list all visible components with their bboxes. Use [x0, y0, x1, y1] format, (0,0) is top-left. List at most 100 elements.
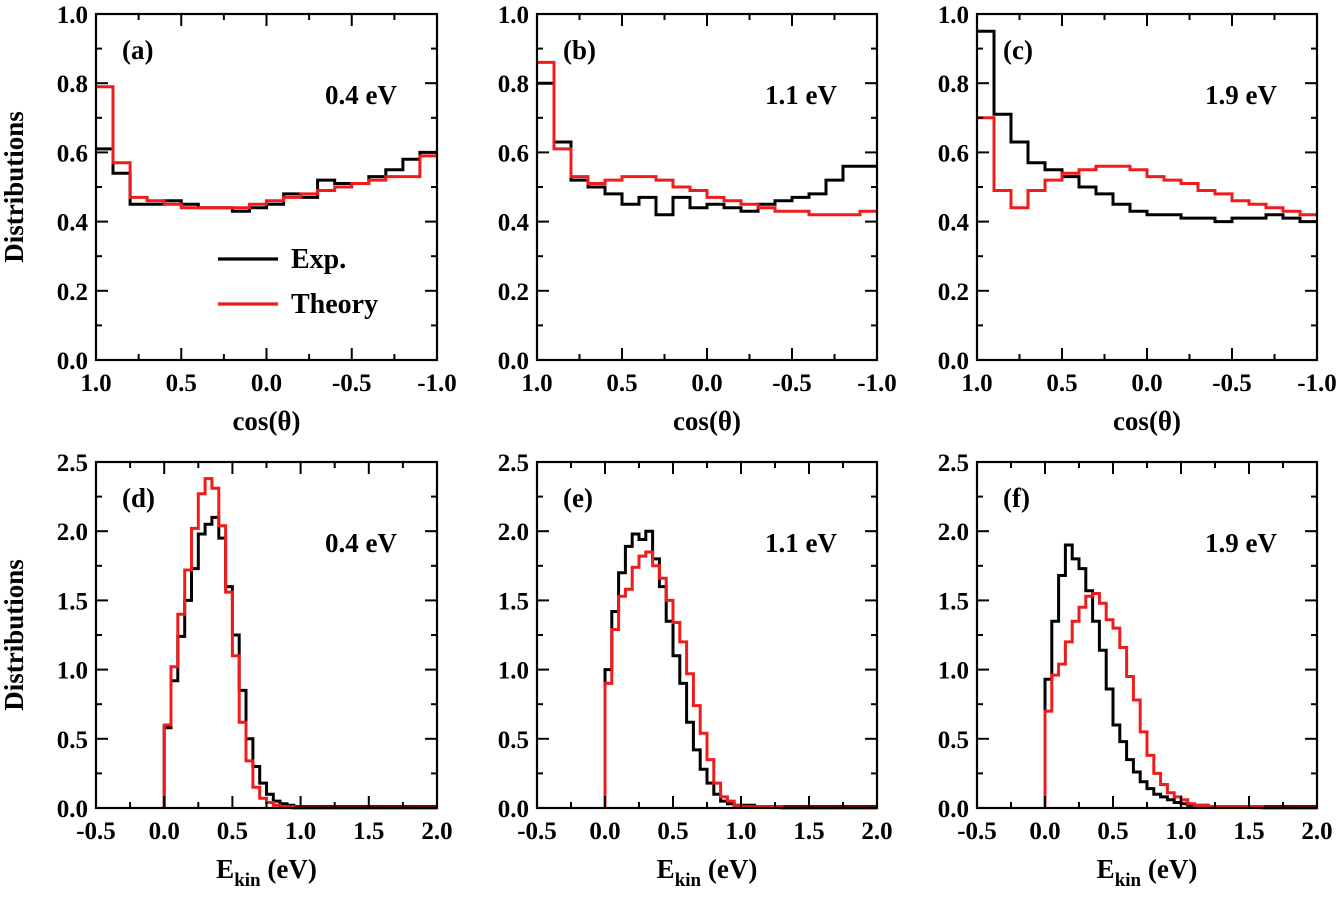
series-exp-line [1043, 543, 1317, 809]
y-tick-label: 1.0 [57, 2, 88, 29]
x-tick-label: -0.5 [1212, 370, 1252, 397]
energy-label: 0.4 eV [325, 528, 397, 558]
energy-label: 1.9 eV [1205, 80, 1277, 110]
y-tick-label: 2.5 [498, 450, 529, 477]
legend: Exp. Theory [218, 244, 378, 320]
x-tick-label: 0.5 [1046, 370, 1077, 397]
x-tick-label: -0.5 [772, 370, 812, 397]
x-tick-label: 0.0 [1131, 370, 1162, 397]
panel-d: 0.00.51.01.52.02.5-0.5 0.0 0.5 1.0 1.5 2.0Eki… [0, 450, 453, 891]
y-tick-label: 0.6 [498, 140, 529, 167]
x-tick-label: 0.5 [217, 818, 248, 845]
plot-frame [975, 12, 1319, 362]
y-tick-label: 0.0 [57, 348, 88, 375]
x-tick-label: 0.0 [691, 370, 722, 397]
y-tick-label: 1.0 [498, 658, 529, 685]
x-tick-label: 1.5 [793, 818, 824, 845]
y-tick-label: 1.5 [498, 588, 529, 615]
x-axis-label: Ekin (eV) [1097, 854, 1198, 891]
y-tick-label: 2.0 [57, 519, 88, 546]
x-tick-label: 1.5 [353, 818, 384, 845]
series-theory-line [977, 116, 1317, 217]
y-tick-label: 2.5 [938, 450, 969, 477]
energy-label: 1.1 eV [765, 528, 837, 558]
x-axis-label: cos(θ) [232, 406, 300, 436]
y-tick-label: 0.8 [498, 71, 529, 98]
y-tick-label: 0.5 [57, 727, 88, 754]
x-tick-label: 2.0 [421, 818, 452, 845]
x-tick-label: 0.0 [149, 818, 180, 845]
x-tick-label: 1.0 [521, 370, 552, 397]
x-tick-label: -0.5 [76, 818, 116, 845]
panel-label: (f) [1003, 483, 1030, 513]
y-tick-label: 0.2 [57, 279, 88, 306]
y-tick-label: 0.5 [498, 727, 529, 754]
x-tick-label: 1.0 [80, 370, 111, 397]
y-tick-label: 0.4 [57, 210, 89, 237]
y-tick-label: 0.6 [938, 140, 969, 167]
x-tick-label: -0.5 [332, 370, 372, 397]
panel-label: (d) [122, 483, 155, 513]
x-tick-label: 1.0 [961, 370, 992, 397]
y-tick-label: 0.8 [938, 71, 969, 98]
x-tick-label: -0.5 [517, 818, 557, 845]
y-tick-label: 0.4 [498, 210, 530, 237]
x-tick-label: 0.5 [166, 370, 197, 397]
x-tick-label: 0.0 [589, 818, 620, 845]
x-tick-label: 2.0 [861, 818, 892, 845]
legend-exp-label: Exp. [291, 244, 346, 275]
series-exp-line [162, 515, 437, 809]
panel-f: 0.00.51.01.52.02.5-0.5 0.0 0.5 1.0 1.5 2.0Eki… [938, 450, 1333, 891]
energy-label: 1.9 eV [1205, 528, 1277, 558]
x-tick-label: -1.0 [417, 370, 457, 397]
x-tick-label: 2.0 [1301, 818, 1332, 845]
y-tick-label: 0.0 [938, 348, 969, 375]
panel-a: 0.0 0.2 0.4 0.6 0.8 1.0 1.0 0.5 0.0 -0.5 -1.0 cos(θ… [0, 2, 457, 436]
x-tick-label: -1.0 [1297, 370, 1337, 397]
y-tick-label: 0.0 [938, 796, 969, 823]
x-axis-label: Ekin (eV) [216, 854, 317, 891]
series-theory-line [96, 85, 437, 210]
x-tick-label: -1.0 [857, 370, 897, 397]
x-tick-label: 0.0 [251, 370, 282, 397]
legend-theory-label: Theory [291, 289, 378, 320]
y-tick-label: 0.5 [938, 727, 969, 754]
panel-label: (a) [122, 35, 153, 65]
x-axis-label: cos(θ) [1113, 406, 1181, 436]
y-tick-label: 1.0 [498, 2, 529, 29]
energy-label: 1.1 eV [765, 80, 837, 110]
plot-frame [94, 460, 439, 810]
plot-frame [94, 12, 439, 362]
y-tick-label: 2.5 [57, 450, 88, 477]
x-tick-label: 1.0 [725, 818, 756, 845]
y-tick-label: 0.4 [938, 210, 970, 237]
panel-label: (b) [563, 35, 596, 65]
x-tick-label: 0.5 [606, 370, 637, 397]
y-tick-label: 0.2 [498, 279, 529, 306]
series-theory-line [603, 550, 877, 810]
series-exp-line [537, 81, 877, 217]
y-tick-label: 2.0 [938, 519, 969, 546]
y-tick-label: 1.0 [938, 2, 969, 29]
series-exp-line [603, 529, 877, 809]
y-tick-label: 0.0 [57, 796, 88, 823]
y-axis-label: Distributions [0, 111, 29, 263]
x-tick-label: 0.0 [1029, 818, 1060, 845]
y-tick-label: 0.2 [938, 279, 969, 306]
y-tick-label: 2.0 [498, 519, 529, 546]
y-tick-label: 0.0 [498, 796, 529, 823]
y-axis-label: Distributions [0, 559, 29, 711]
y-tick-label: 1.0 [938, 658, 969, 685]
series-exp-line [977, 29, 1317, 224]
y-tick-label: 0.8 [57, 71, 88, 98]
x-axis-label: Ekin (eV) [657, 854, 758, 891]
y-tick-label: 1.0 [57, 658, 88, 685]
x-tick-label: 0.5 [1097, 818, 1128, 845]
panel-label: (c) [1003, 35, 1033, 65]
x-tick-label: -0.5 [957, 818, 997, 845]
panel-b: 0.0 0.2 0.4 0.6 0.8 1.0 1.0 0.5 0.0 -0.5 -1.0 cos(θ… [498, 2, 897, 436]
panel-c: 0.0 0.2 0.4 0.6 0.8 1.0 1.0 0.5 0.0 -0.5 -1.0 cos(θ… [938, 2, 1337, 436]
y-tick-label: 1.5 [57, 588, 88, 615]
panel-e: 0.00.51.01.52.02.5-0.5 0.0 0.5 1.0 1.5 2.0Eki… [498, 450, 893, 891]
